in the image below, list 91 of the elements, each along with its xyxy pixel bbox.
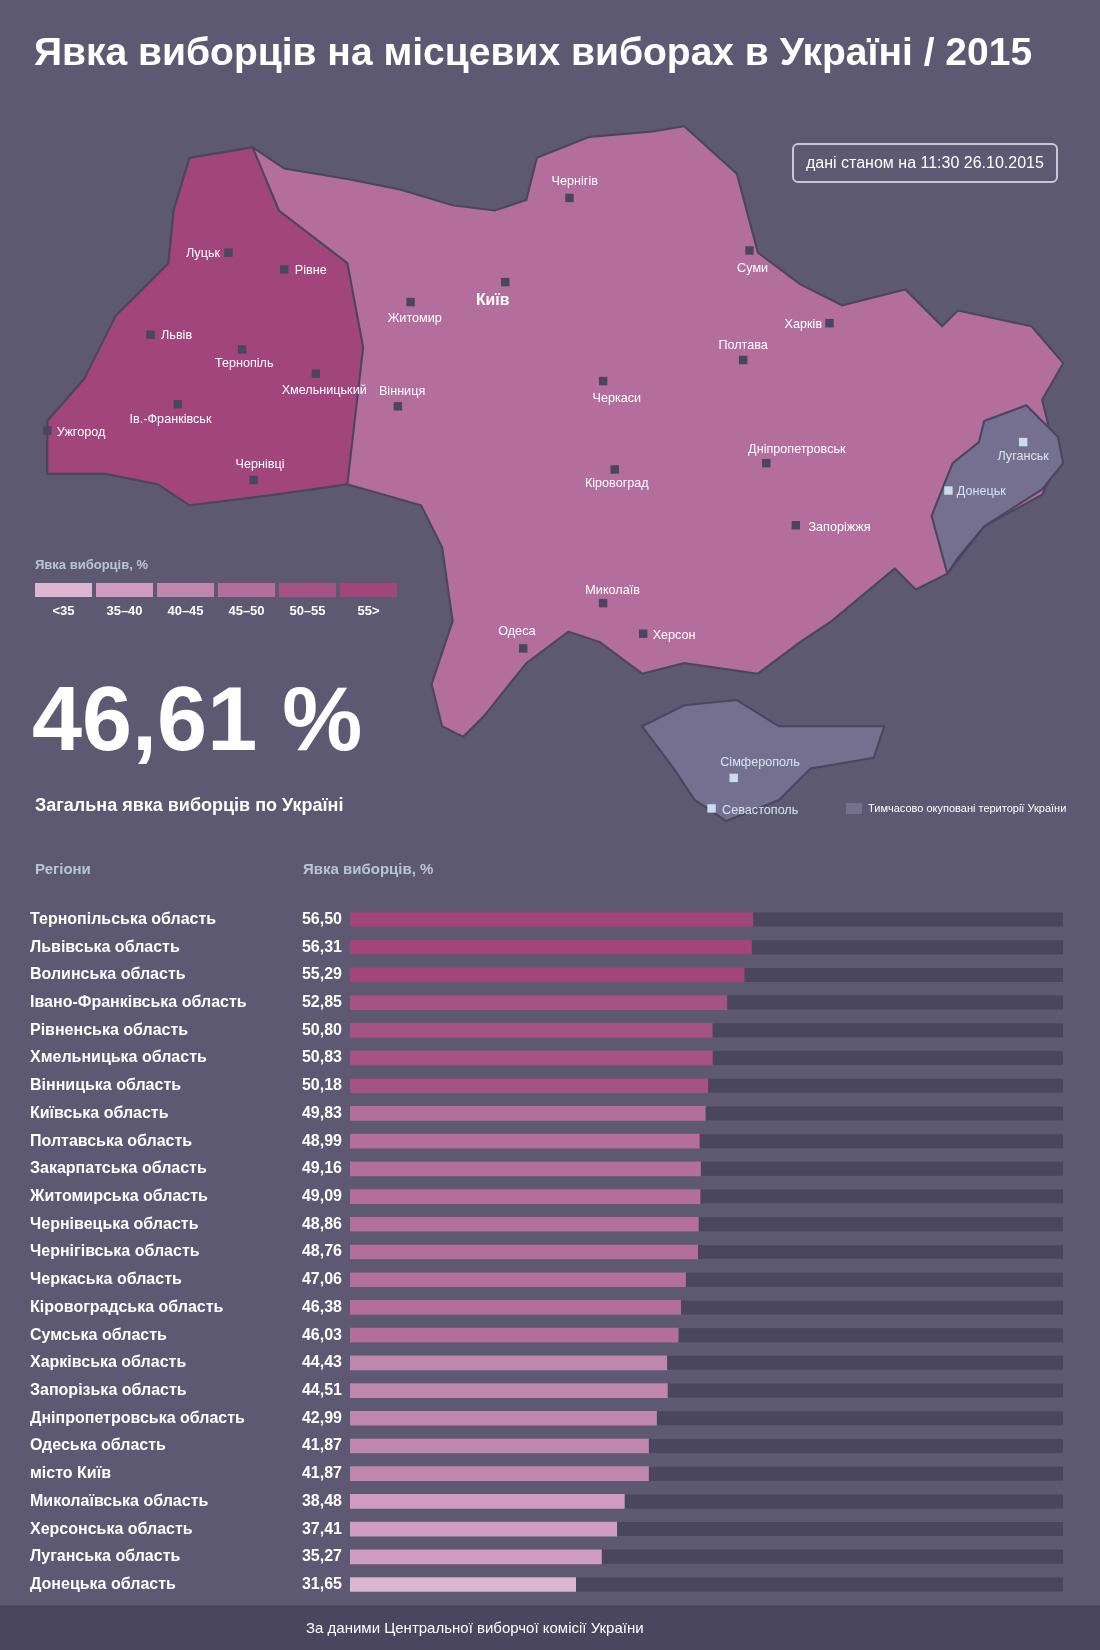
text: Житомир: [387, 311, 442, 326]
legend-title: Явка виборців, %: [35, 557, 148, 572]
text: Луганськ: [997, 449, 1050, 463]
data-label: 31,65: [301, 1574, 343, 1592]
text: Харків: [784, 317, 823, 332]
text: Суми: [737, 260, 769, 275]
text: Дніпропетровськ: [748, 441, 847, 456]
text: Київ: [475, 291, 510, 309]
y-tick-label: Луганська область: [30, 1547, 181, 1565]
y-tick-label: Миколаївська область: [30, 1491, 209, 1509]
y-tick-label: Хмельницька область: [30, 1048, 207, 1066]
text: Вінниця: [378, 383, 426, 398]
text: Херсон: [652, 627, 696, 642]
data-label: 47,06: [301, 1270, 343, 1288]
data-label: 50,83: [301, 1048, 343, 1066]
text: Запоріжжя: [808, 519, 871, 534]
data-label: 48,99: [301, 1131, 343, 1149]
category-label: 50–55: [288, 603, 327, 618]
y-tick-label: Вінницька область: [30, 1076, 182, 1094]
text: Одеса: [498, 623, 537, 638]
text: Кіровоград: [584, 476, 650, 491]
y-tick-label: Кіровоградська область: [30, 1297, 224, 1315]
data-label: 52,85: [301, 993, 343, 1010]
text: Тимчасово окуповані території України: [867, 802, 1067, 814]
data-label: 37,41: [301, 1519, 343, 1537]
x-axis-title: Явка виборців, %: [303, 860, 434, 877]
y-tick-label: Львівська область: [30, 937, 180, 955]
data-label: 41,87: [301, 1436, 343, 1454]
text: Донецьк: [956, 483, 1007, 498]
category-label: <35: [51, 603, 76, 618]
y-tick-label: Тернопільська область: [30, 909, 217, 927]
data-label: 35,27: [301, 1547, 343, 1565]
y-tick-label: Полтавська область: [30, 1131, 193, 1149]
y-tick-label: Житомирська область: [29, 1186, 209, 1204]
data-label: 49,83: [301, 1103, 343, 1121]
data-label: 41,87: [301, 1464, 343, 1482]
y-tick-label: Харківська область: [30, 1353, 187, 1371]
data-label: 56,31: [301, 937, 343, 955]
y-tick-label: Дніпропетровська область: [30, 1408, 246, 1426]
category-label: 45–50: [227, 603, 266, 618]
y-tick-label: Одеська область: [30, 1436, 167, 1454]
category-label: 35–40: [105, 603, 144, 618]
data-label: 49,09: [301, 1186, 343, 1204]
data-label: 50,80: [301, 1020, 343, 1038]
data-label: 55,29: [301, 965, 343, 983]
data-label: 46,03: [301, 1325, 343, 1343]
text: Чернівці: [235, 457, 285, 472]
data-label: 44,43: [301, 1353, 343, 1371]
text: Сімферополь: [720, 755, 801, 770]
text: дані станом на 11:30 26.10.2015: [792, 143, 1058, 183]
y-tick-label: Чернівецька область: [30, 1214, 199, 1232]
text: Явка виборців на місцевих виборах в Україні / 2015: [34, 30, 1033, 74]
y-tick-label: Черкаська область: [30, 1270, 182, 1288]
text: Черкаси: [592, 391, 642, 406]
y-tick-label: Запорізька область: [30, 1380, 187, 1398]
text: Хмельницький: [281, 382, 367, 397]
y-tick-label: Київська область: [30, 1103, 169, 1121]
text: Луцьк: [185, 245, 221, 260]
y-tick-label: Сумська область: [30, 1325, 168, 1343]
y-tick-label: Івано-Франківська область: [30, 993, 247, 1010]
data-label: 46,38: [301, 1297, 343, 1315]
text: Чернігів: [551, 174, 599, 189]
data-label: 42,99: [301, 1408, 343, 1426]
y-tick-label: Закарпатська область: [30, 1159, 207, 1177]
y-tick-label: Донецька область: [30, 1574, 177, 1592]
text: Ужгород: [56, 424, 106, 439]
text: Севастополь: [722, 802, 799, 817]
text: 46,61 %: [32, 668, 363, 771]
data-label: 48,76: [301, 1242, 343, 1260]
data-label: 50,18: [301, 1076, 343, 1094]
y-tick-label: Рівненська область: [30, 1020, 189, 1038]
text: Полтава: [718, 338, 769, 353]
category-label: 40–45: [166, 603, 205, 618]
text: Рівне: [294, 262, 327, 277]
data-label: 48,86: [301, 1214, 343, 1232]
text: Ів.-Франківськ: [129, 412, 212, 427]
data-label: 56,50: [301, 909, 343, 927]
text: Миколаїв: [585, 582, 641, 597]
y-axis-title: Регіони: [35, 860, 91, 877]
text: За даними Центральної виборчої комісії України: [306, 1619, 644, 1636]
y-tick-label: Чернігівська область: [30, 1242, 200, 1260]
text: Львів: [161, 327, 193, 342]
category-label: 55>: [356, 603, 381, 618]
data-label: 44,51: [301, 1380, 343, 1398]
text: Тернопіль: [214, 356, 274, 371]
y-tick-label: Херсонська область: [30, 1519, 193, 1537]
text: Загальна явка виборців по Україні: [35, 795, 344, 816]
y-tick-label: місто Київ: [30, 1464, 112, 1482]
y-tick-label: Волинська область: [30, 965, 186, 983]
data-label: 49,16: [301, 1159, 343, 1177]
data-label: 38,48: [301, 1491, 343, 1509]
